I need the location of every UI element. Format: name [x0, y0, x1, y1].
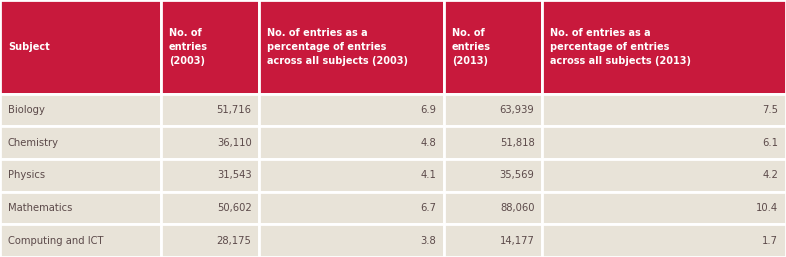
- Text: Computing and ICT: Computing and ICT: [8, 236, 104, 246]
- Text: 6.1: 6.1: [762, 138, 778, 148]
- Bar: [444, 159, 542, 192]
- Bar: [542, 192, 786, 224]
- Bar: [444, 0, 542, 94]
- Bar: [444, 224, 542, 257]
- Text: 6.9: 6.9: [421, 105, 436, 115]
- Bar: [542, 159, 786, 192]
- Text: No. of
entries
(2003): No. of entries (2003): [169, 28, 208, 66]
- Text: 6.7: 6.7: [421, 203, 436, 213]
- Bar: [542, 0, 786, 94]
- Bar: [444, 126, 542, 159]
- Text: Biology: Biology: [8, 105, 45, 115]
- Text: 51,716: 51,716: [216, 105, 252, 115]
- Bar: [0, 192, 161, 224]
- Bar: [0, 224, 161, 257]
- Bar: [444, 192, 542, 224]
- Bar: [542, 94, 786, 126]
- Bar: [259, 126, 444, 159]
- Text: No. of entries as a
percentage of entries
across all subjects (2013): No. of entries as a percentage of entrie…: [550, 28, 691, 66]
- Text: 35,569: 35,569: [500, 170, 534, 180]
- Bar: [0, 126, 161, 159]
- Bar: [161, 159, 259, 192]
- Text: 14,177: 14,177: [500, 236, 534, 246]
- Bar: [0, 159, 161, 192]
- Text: 7.5: 7.5: [762, 105, 778, 115]
- Bar: [0, 0, 161, 94]
- Text: 51,818: 51,818: [500, 138, 534, 148]
- Text: No. of
entries
(2013): No. of entries (2013): [452, 28, 491, 66]
- Bar: [259, 0, 444, 94]
- Bar: [542, 224, 786, 257]
- Text: 63,939: 63,939: [500, 105, 534, 115]
- Text: 3.8: 3.8: [421, 236, 436, 246]
- Bar: [161, 0, 259, 94]
- Bar: [259, 224, 444, 257]
- Text: 4.1: 4.1: [421, 170, 436, 180]
- Text: Mathematics: Mathematics: [8, 203, 72, 213]
- Text: Subject: Subject: [8, 42, 50, 52]
- Text: Physics: Physics: [8, 170, 45, 180]
- Bar: [0, 94, 161, 126]
- Bar: [161, 192, 259, 224]
- Bar: [161, 94, 259, 126]
- Text: 36,110: 36,110: [217, 138, 252, 148]
- Text: 10.4: 10.4: [756, 203, 778, 213]
- Bar: [161, 126, 259, 159]
- Bar: [259, 159, 444, 192]
- Text: 31,543: 31,543: [217, 170, 252, 180]
- Text: 50,602: 50,602: [217, 203, 252, 213]
- Bar: [259, 94, 444, 126]
- Text: 28,175: 28,175: [217, 236, 252, 246]
- Text: 88,060: 88,060: [500, 203, 534, 213]
- Text: 1.7: 1.7: [762, 236, 778, 246]
- Bar: [161, 224, 259, 257]
- Bar: [444, 94, 542, 126]
- Text: 4.8: 4.8: [421, 138, 436, 148]
- Bar: [542, 126, 786, 159]
- Bar: [259, 192, 444, 224]
- Text: No. of entries as a
percentage of entries
across all subjects (2003): No. of entries as a percentage of entrie…: [267, 28, 408, 66]
- Text: Chemistry: Chemistry: [8, 138, 59, 148]
- Text: 4.2: 4.2: [762, 170, 778, 180]
